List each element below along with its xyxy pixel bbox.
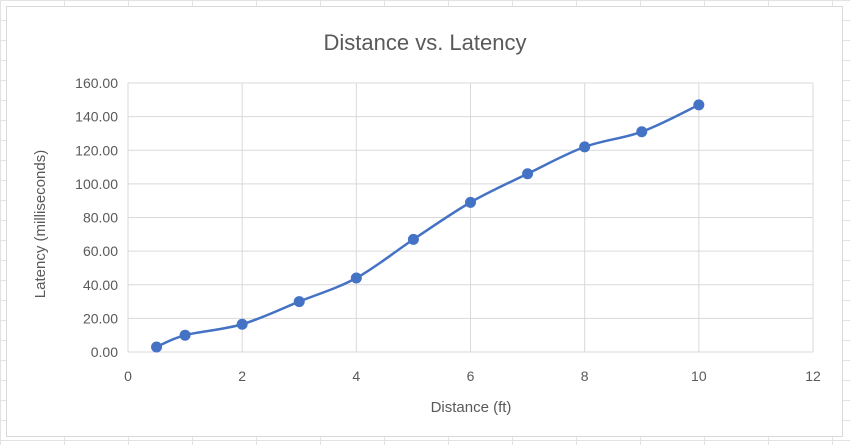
x-tick-label: 6 xyxy=(467,368,475,384)
data-point xyxy=(151,341,163,353)
data-point xyxy=(407,233,419,245)
x-tick-label: 12 xyxy=(805,368,821,384)
y-tick-label: 100.00 xyxy=(75,176,118,192)
y-axis-ticks: 0.00 20.00 40.00 60.00 80.00 100.00 120.00 140.… xyxy=(75,75,118,360)
series-line xyxy=(155,103,701,349)
y-tick-label: 0.00 xyxy=(91,344,118,360)
data-point xyxy=(350,272,362,284)
x-tick-label: 8 xyxy=(581,368,589,384)
data-point xyxy=(693,99,705,111)
y-tick-label: 60.00 xyxy=(83,243,118,259)
chart-area: Distance vs. Latency 0.00 20.00 40.00 60.00… xyxy=(6,6,843,437)
data-point xyxy=(579,141,591,153)
y-tick-label: 20.00 xyxy=(83,310,118,326)
x-axis-label: Distance (ft) xyxy=(431,399,512,416)
gridlines xyxy=(127,82,814,353)
y-tick-label: 160.00 xyxy=(75,75,118,91)
y-axis-label: Latency (milliseconds) xyxy=(32,150,49,298)
x-tick-label: 0 xyxy=(124,368,132,384)
data-point xyxy=(636,126,648,138)
data-point xyxy=(465,196,476,208)
y-tick-label: 80.00 xyxy=(83,210,118,226)
scatter-chart: Distance vs. Latency 0.0020.0040.0060.00… xyxy=(32,30,821,416)
chart-title: Distance vs. Latency xyxy=(324,30,527,55)
x-axis-ticks: 0 2 4 6 8 10 12 xyxy=(124,368,821,384)
data-point xyxy=(236,318,248,330)
series-latency xyxy=(151,99,705,353)
x-tick-label: 2 xyxy=(238,368,246,384)
y-tick-label: 40.00 xyxy=(83,277,118,293)
data-point xyxy=(293,296,305,308)
y-tick-label: 140.00 xyxy=(75,109,118,125)
data-point xyxy=(522,168,534,180)
x-tick-label: 4 xyxy=(352,368,360,384)
data-point xyxy=(179,329,191,341)
x-tick-label: 10 xyxy=(691,368,707,384)
y-tick-label: 120.00 xyxy=(75,142,118,158)
